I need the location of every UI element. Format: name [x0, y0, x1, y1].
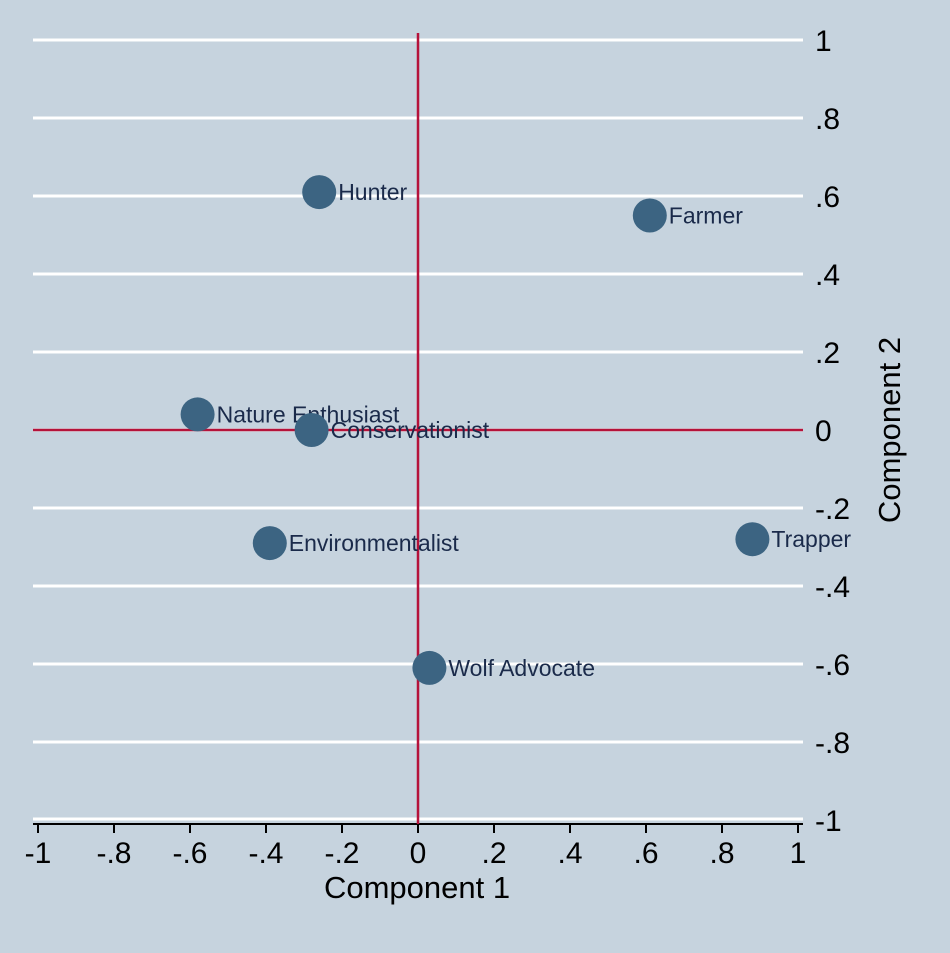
data-point	[735, 522, 770, 557]
x-tick-label: -.2	[324, 837, 359, 870]
data-point-label: Hunter	[338, 179, 407, 205]
data-point	[180, 397, 215, 432]
y-tick-label: .4	[815, 259, 840, 292]
x-tick-label: -1	[25, 837, 52, 870]
x-tick-label: -.4	[248, 837, 283, 870]
x-tick-label: -.6	[172, 837, 207, 870]
data-point-label: Conservationist	[331, 417, 490, 443]
data-point	[632, 198, 667, 233]
y-tick-label: .6	[815, 181, 840, 214]
data-point	[302, 175, 337, 210]
data-point-label: Environmentalist	[289, 530, 460, 556]
reference-lines	[33, 33, 803, 824]
x-tick-label: .6	[633, 837, 658, 870]
y-tick-label: -.8	[815, 727, 850, 760]
x-tick-label: .4	[557, 837, 582, 870]
data-point	[412, 650, 447, 685]
x-tick-label: .2	[481, 837, 506, 870]
y-tick-label: .8	[815, 103, 840, 136]
y-tick-label: 1	[815, 25, 832, 58]
y-tick-label: -.4	[815, 571, 850, 604]
data-point	[294, 413, 329, 447]
data-point-label: Wolf Advocate	[448, 655, 595, 681]
y-tick-label: -.2	[815, 493, 850, 526]
y-tick-label: -1	[815, 805, 842, 838]
y-tick-label: 0	[815, 415, 832, 448]
data-point-label: Farmer	[669, 203, 743, 229]
x-tick-label: -.8	[96, 837, 131, 870]
x-tick-label: 1	[790, 837, 807, 870]
y-axis-title: Component 2	[872, 337, 907, 523]
data-point	[252, 526, 287, 561]
x-axis-title: Component 1	[324, 870, 510, 905]
data-point-label: Trapper	[771, 526, 851, 552]
y-tick-label: -.6	[815, 649, 850, 682]
y-tick-label: .2	[815, 337, 840, 370]
x-tick-label: 0	[410, 837, 427, 870]
axes: 1 .8 .6 .4 .2 0 -.2 -.4 -.6 -.8 -1 -1 -.8 -.6 -.4 -.2 0.…	[25, 25, 850, 870]
x-tick-label: .8	[709, 837, 734, 870]
